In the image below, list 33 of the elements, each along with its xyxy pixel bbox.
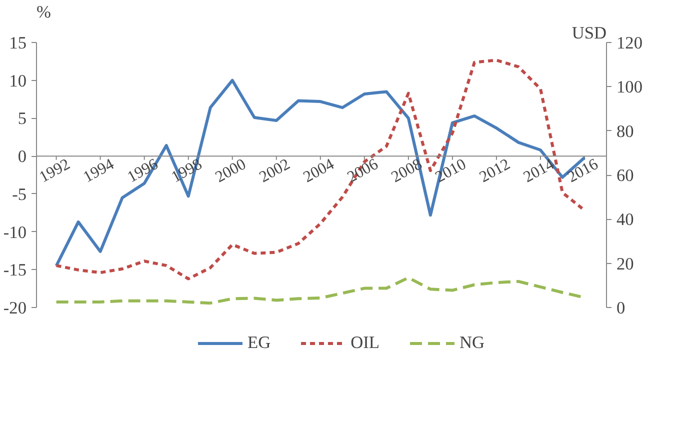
x-tick-label: 2012 xyxy=(476,156,514,186)
x-tick-label: 2004 xyxy=(300,156,337,186)
y-tick-label: 10 xyxy=(9,71,26,90)
y-tick-label: -15 xyxy=(3,260,27,280)
legend-label: OIL xyxy=(350,333,380,353)
y2-tick-label: 80 xyxy=(616,122,634,141)
x-tick-label: 2014 xyxy=(520,156,558,186)
y2-tick-label: 120 xyxy=(616,34,642,52)
x-tick-label: 2000 xyxy=(212,156,249,186)
legend-label: EG xyxy=(247,333,271,353)
y2-tick-label: 0 xyxy=(616,298,626,318)
x-tick-label: 1996 xyxy=(124,156,161,186)
y-axis-title: % xyxy=(36,2,51,22)
y2-tick-label: 60 xyxy=(616,166,634,185)
x-tick-label: 1998 xyxy=(168,156,205,186)
x-tick-label: 2008 xyxy=(388,156,426,186)
y2-tick-label: 40 xyxy=(616,210,634,230)
x-tick-label: 2010 xyxy=(432,156,470,186)
y-tick-label: 0 xyxy=(18,147,27,166)
y-tick-label: 15 xyxy=(9,34,26,52)
x-tick-label: 2002 xyxy=(256,156,293,186)
y-tick-label: -10 xyxy=(3,222,27,242)
x-tick-label: 1994 xyxy=(80,156,117,186)
y2-axis-title: USD xyxy=(572,24,607,42)
legend-label: NG xyxy=(459,333,485,353)
y-tick-label: 5 xyxy=(18,109,27,128)
x-tick-label: 1992 xyxy=(36,156,73,186)
x-tick-label: 2016 xyxy=(564,156,602,186)
y-tick-label: -5 xyxy=(12,184,27,204)
x-tick-label: 2006 xyxy=(344,156,382,186)
y2-tick-label: 20 xyxy=(616,254,634,274)
y2-tick-label: 100 xyxy=(616,78,642,97)
y-tick-label: -20 xyxy=(3,298,27,318)
